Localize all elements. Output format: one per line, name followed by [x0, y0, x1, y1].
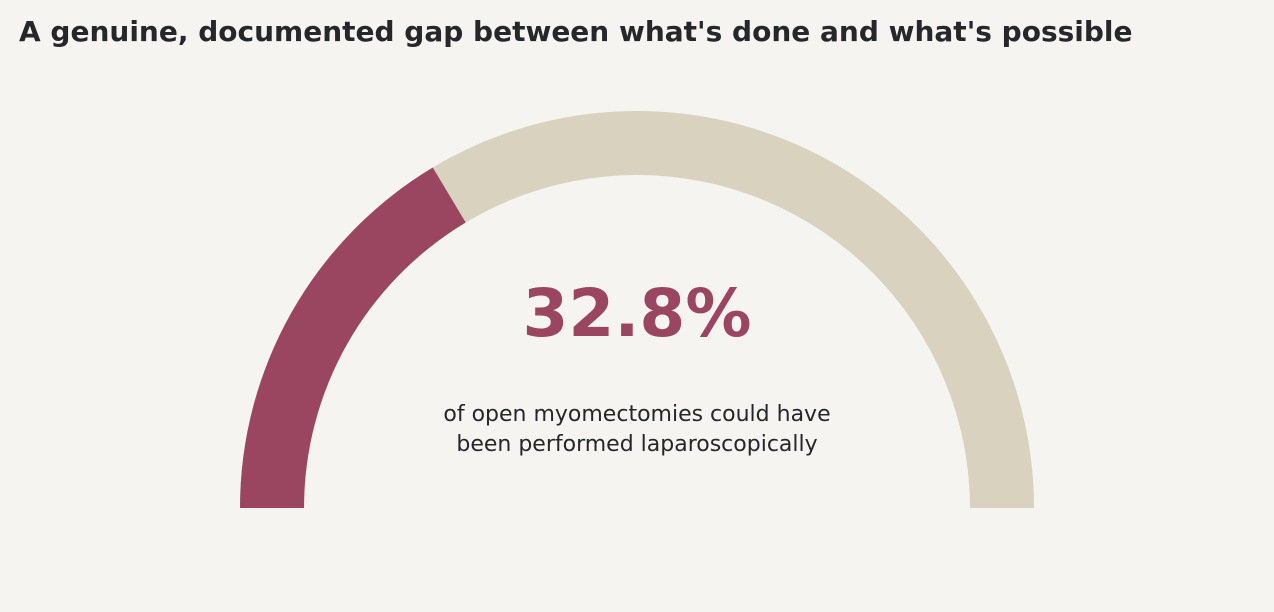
value-label: 32.8% — [523, 275, 752, 352]
chart-title: A genuine, documented gap between what's… — [19, 15, 1133, 48]
gauge-value — [240, 167, 466, 508]
caption-line: of open myomectomies could have — [443, 402, 830, 427]
caption-line: been performed laparoscopically — [456, 432, 817, 457]
